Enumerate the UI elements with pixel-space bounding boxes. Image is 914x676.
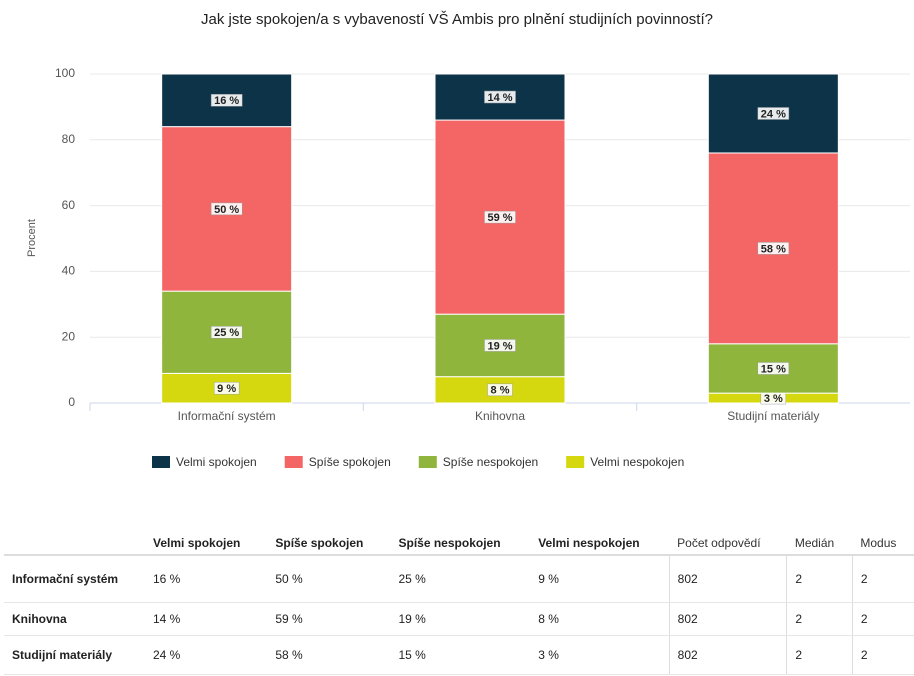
table-cell: 8 %: [530, 602, 670, 636]
value-label-bg: [484, 339, 516, 352]
table-cell: 15 %: [390, 635, 531, 675]
table-row: Studijní materiály 24 % 58 % 15 % 3 % 802 2 2: [4, 635, 914, 675]
table-row: Knihovna 14 % 59 % 19 % 8 % 802 2 2: [4, 602, 914, 636]
table-cell: 58 %: [267, 635, 391, 675]
x-tick-label: Studijní materiály: [727, 409, 819, 423]
table-cell: 9 %: [530, 555, 670, 603]
chart-title: Jak jste spokojen/a s vybaveností VŠ Amb…: [201, 11, 713, 28]
value-label: 50 %: [214, 204, 239, 216]
column-header: Medián: [786, 510, 853, 556]
column-header: Modus: [852, 510, 914, 556]
table-cell: 2: [786, 555, 853, 603]
table-cell: 2: [851, 602, 914, 636]
y-tick-label: 0: [68, 395, 75, 409]
table-cell: 2: [786, 602, 853, 636]
value-label: 8 %: [491, 385, 510, 397]
x-tick-label: Informační systém: [178, 409, 276, 423]
value-label-bg: [757, 107, 790, 120]
row-label: Knihovna: [4, 602, 145, 636]
x-tick-label: Knihovna: [475, 409, 525, 423]
value-label: 25 %: [214, 327, 239, 339]
table-cell: 2: [851, 635, 914, 675]
table-cell: 2: [786, 635, 853, 675]
value-label: 9 %: [217, 383, 236, 395]
column-header: Spíše nespokojen: [390, 510, 531, 556]
legend-label: Velmi nespokojen: [590, 455, 684, 469]
table-cell: 2: [851, 555, 914, 603]
table-cell: 14 %: [145, 602, 268, 636]
chart: Jak jste spokojen/a s vybaveností VŠ Amb…: [26, 11, 910, 469]
column-header: Velmi nespokojen: [530, 510, 670, 556]
legend-label: Spíše nespokojen: [443, 455, 538, 469]
value-label: 14 %: [487, 92, 512, 104]
column-header: Spíše spokojen: [267, 510, 391, 556]
table-cell: 24 %: [145, 635, 268, 675]
y-tick-label: 100: [55, 66, 75, 80]
y-tick-label: 80: [62, 132, 76, 146]
value-label: 3 %: [764, 393, 783, 405]
table-cell: 802: [668, 602, 787, 636]
table-cell: 59 %: [267, 602, 391, 636]
table-cell: 50 %: [267, 555, 391, 603]
legend-swatch: [152, 456, 170, 468]
y-tick-label: 20: [62, 329, 76, 343]
column-header: Počet odpovědí: [669, 510, 787, 556]
value-label: 58 %: [761, 243, 786, 255]
legend-swatch: [566, 456, 585, 468]
legend-swatch: [418, 456, 437, 468]
table-cell: 25 %: [390, 555, 531, 603]
value-label-bg: [210, 202, 243, 216]
value-label: 59 %: [487, 212, 512, 224]
corner: [4, 510, 145, 556]
row-label: Informační systém: [4, 555, 145, 603]
value-label-bg: [757, 242, 790, 255]
value-label-bg: [213, 381, 240, 395]
table-cell: 19 %: [390, 602, 531, 636]
value-label-bg: [484, 90, 516, 104]
value-label-bg: [484, 210, 516, 224]
value-label-bg: [210, 94, 243, 107]
value-label-bg: [757, 362, 790, 375]
table: Velmi spokojen Spíše spokojen Spíše nespok…: [4, 510, 914, 675]
value-label: 19 %: [487, 340, 512, 352]
y-tick-label: 40: [62, 264, 76, 278]
table-cell: 3 %: [530, 635, 670, 675]
column-header: Velmi spokojen: [145, 510, 268, 556]
legend-label: Spíše spokojen: [309, 455, 391, 469]
legend-swatch: [284, 456, 303, 468]
value-label: 16 %: [214, 95, 239, 107]
value-label-bg: [210, 326, 243, 339]
row-label: Studijní materiály: [4, 635, 145, 675]
value-label: 15 %: [761, 363, 786, 375]
y-tick-label: 60: [62, 198, 76, 212]
y-axis-label: Procent: [26, 219, 38, 257]
value-label: 24 %: [761, 108, 786, 120]
table-cell: 16 %: [145, 555, 268, 603]
table-cell: 802: [668, 635, 787, 675]
value-label-bg: [487, 383, 513, 397]
legend-label: Velmi spokojen: [176, 455, 257, 469]
table-row: Informační systém 16 % 50 % 25 % 9 % 802 2 2: [4, 555, 914, 603]
table-cell: 802: [668, 555, 787, 603]
